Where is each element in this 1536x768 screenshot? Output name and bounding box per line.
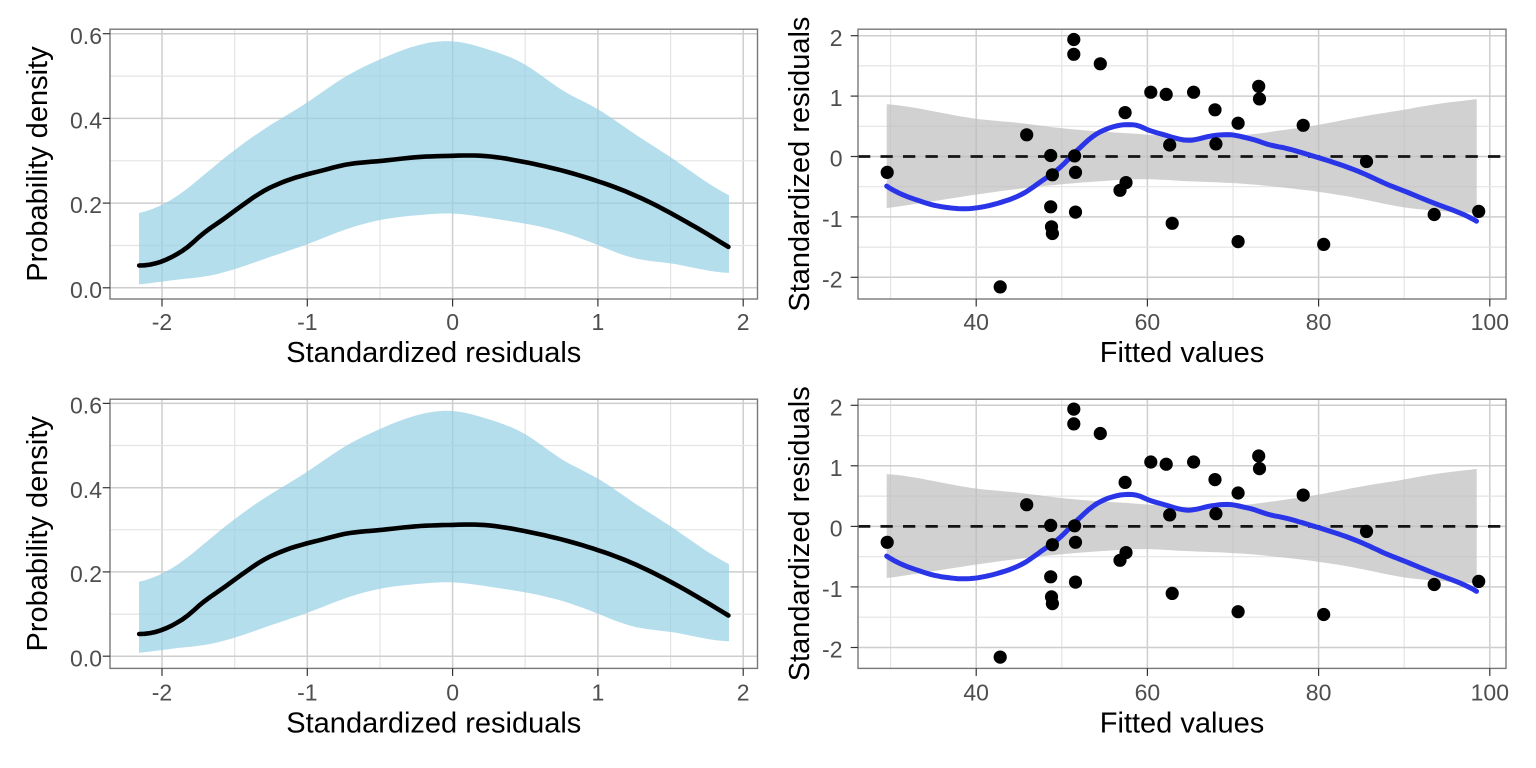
svg-text:0: 0	[446, 680, 459, 706]
svg-text:1: 1	[592, 680, 605, 706]
svg-text:0: 0	[830, 146, 843, 172]
svg-text:2: 2	[830, 25, 843, 51]
svg-text:Standardized residuals: Standardized residuals	[286, 337, 581, 369]
svg-text:1: 1	[592, 309, 605, 335]
svg-text:Fitted values: Fitted values	[1100, 337, 1264, 369]
svg-text:0: 0	[830, 516, 843, 542]
svg-text:0.2: 0.2	[70, 192, 102, 218]
svg-text:0.2: 0.2	[70, 561, 102, 587]
svg-text:-2: -2	[152, 309, 172, 335]
svg-text:Fitted values: Fitted values	[1100, 707, 1264, 739]
svg-text:-2: -2	[152, 680, 172, 706]
svg-text:0.4: 0.4	[70, 477, 102, 503]
svg-text:40: 40	[963, 680, 989, 706]
svg-text:1: 1	[830, 85, 843, 111]
svg-text:80: 80	[1306, 309, 1332, 335]
svg-text:100: 100	[1471, 680, 1509, 706]
svg-text:0: 0	[446, 309, 459, 335]
svg-text:100: 100	[1471, 309, 1509, 335]
svg-text:Standardized residuals: Standardized residuals	[286, 707, 581, 739]
svg-text:0.0: 0.0	[70, 277, 102, 303]
svg-text:-1: -1	[297, 680, 317, 706]
svg-text:0.6: 0.6	[70, 23, 102, 49]
svg-text:-1: -1	[822, 576, 842, 602]
svg-text:Standardized residuals: Standardized residuals	[784, 17, 816, 312]
svg-text:-1: -1	[822, 206, 842, 232]
svg-text:2: 2	[737, 309, 750, 335]
svg-text:0.0: 0.0	[70, 645, 102, 671]
svg-text:Probability density: Probability density	[22, 46, 54, 282]
svg-text:0.6: 0.6	[70, 393, 102, 419]
svg-text:40: 40	[963, 309, 989, 335]
svg-text:0.4: 0.4	[70, 108, 102, 134]
svg-text:1: 1	[830, 455, 843, 481]
svg-text:80: 80	[1306, 680, 1332, 706]
svg-text:60: 60	[1135, 309, 1161, 335]
svg-text:-1: -1	[297, 309, 317, 335]
svg-text:Probability density: Probability density	[22, 416, 54, 652]
svg-text:-2: -2	[822, 266, 842, 292]
svg-text:60: 60	[1135, 680, 1161, 706]
svg-text:2: 2	[830, 394, 843, 420]
svg-text:Standardized residuals: Standardized residuals	[784, 386, 816, 681]
svg-text:-2: -2	[822, 637, 842, 663]
svg-text:2: 2	[737, 680, 750, 706]
